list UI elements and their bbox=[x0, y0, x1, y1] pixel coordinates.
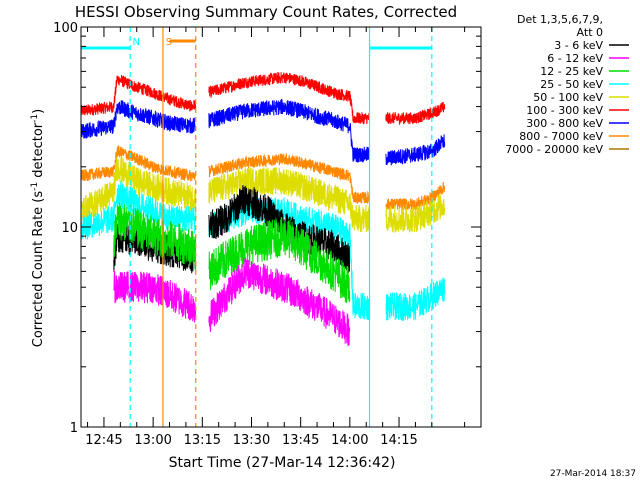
series-line bbox=[208, 216, 351, 304]
series-line bbox=[385, 134, 446, 166]
y-axis-ticks: 100 10 1 bbox=[53, 21, 481, 436]
x-tick-label: 13:45 bbox=[282, 433, 319, 448]
legend-header: Att 0 bbox=[577, 26, 603, 39]
x-axis-ticks: 12:45 13:00 13:15 13:30 13:45 14:00 14:15 bbox=[85, 27, 482, 448]
series-line bbox=[385, 181, 446, 212]
series-line bbox=[208, 167, 370, 233]
series-line bbox=[80, 156, 197, 222]
series-line bbox=[113, 269, 197, 323]
x-tick-label: 14:00 bbox=[331, 433, 368, 448]
y-tick-label: 10 bbox=[61, 221, 78, 236]
y-axis-label-sup1: -1 bbox=[30, 182, 40, 191]
series-line bbox=[208, 71, 370, 125]
y-axis-label-sup2: -1 bbox=[30, 114, 40, 123]
series-line bbox=[80, 74, 197, 116]
series-line bbox=[113, 202, 197, 270]
y-axis-label: Corrected Count Rate (s-1 detector-1) bbox=[30, 109, 46, 347]
legend-entry-label: 25 - 50 keV bbox=[540, 78, 603, 91]
legend-header: Det 1,3,5,6,7,9, bbox=[517, 13, 603, 26]
series-line bbox=[208, 257, 351, 347]
series-line bbox=[385, 193, 446, 233]
series-line bbox=[385, 101, 446, 125]
x-axis-label: Start Time (27-Mar-14 12:36:42) bbox=[169, 455, 396, 471]
orbit-marker-label: S bbox=[166, 37, 172, 48]
series-line bbox=[208, 184, 351, 273]
series-line bbox=[208, 153, 370, 204]
y-axis-label-end: ) bbox=[31, 109, 46, 114]
y-axis-label-mid: detector bbox=[31, 122, 46, 182]
series-line bbox=[80, 100, 197, 139]
x-tick-label: 13:00 bbox=[134, 433, 171, 448]
legend-entry-label: 50 - 100 keV bbox=[533, 91, 603, 104]
legend-entry-label: 300 - 800 keV bbox=[526, 117, 603, 130]
series-line bbox=[80, 145, 197, 182]
y-axis-label-main: Corrected Count Rate (s bbox=[31, 191, 46, 348]
series-line bbox=[208, 197, 370, 321]
legend-entry-label: 800 - 7000 keV bbox=[519, 130, 603, 143]
legend-entry-label: 6 - 12 keV bbox=[547, 52, 603, 65]
orbit-marker-label: N bbox=[132, 37, 139, 48]
x-tick-label: 14:15 bbox=[380, 433, 417, 448]
series-line bbox=[208, 98, 370, 163]
series-line bbox=[385, 277, 446, 322]
legend-entry-label: 7000 - 20000 keV bbox=[505, 143, 603, 156]
x-tick-label: 13:15 bbox=[184, 433, 221, 448]
x-tick-label: 12:45 bbox=[85, 433, 122, 448]
chart-title: HESSI Observing Summary Count Rates, Cor… bbox=[75, 3, 457, 21]
timestamp: 27-Mar-2014 18:37 bbox=[550, 469, 636, 479]
y-tick-label: 100 bbox=[53, 21, 78, 36]
plot-lines bbox=[80, 71, 446, 347]
legend-entry-label: 12 - 25 keV bbox=[540, 65, 603, 78]
legend-entry-label: 3 - 6 keV bbox=[554, 39, 603, 52]
series-line bbox=[80, 180, 197, 241]
x-tick-label: 13:30 bbox=[233, 433, 270, 448]
legend-entry-label: 100 - 300 keV bbox=[526, 104, 603, 117]
y-tick-label: 1 bbox=[70, 421, 78, 436]
